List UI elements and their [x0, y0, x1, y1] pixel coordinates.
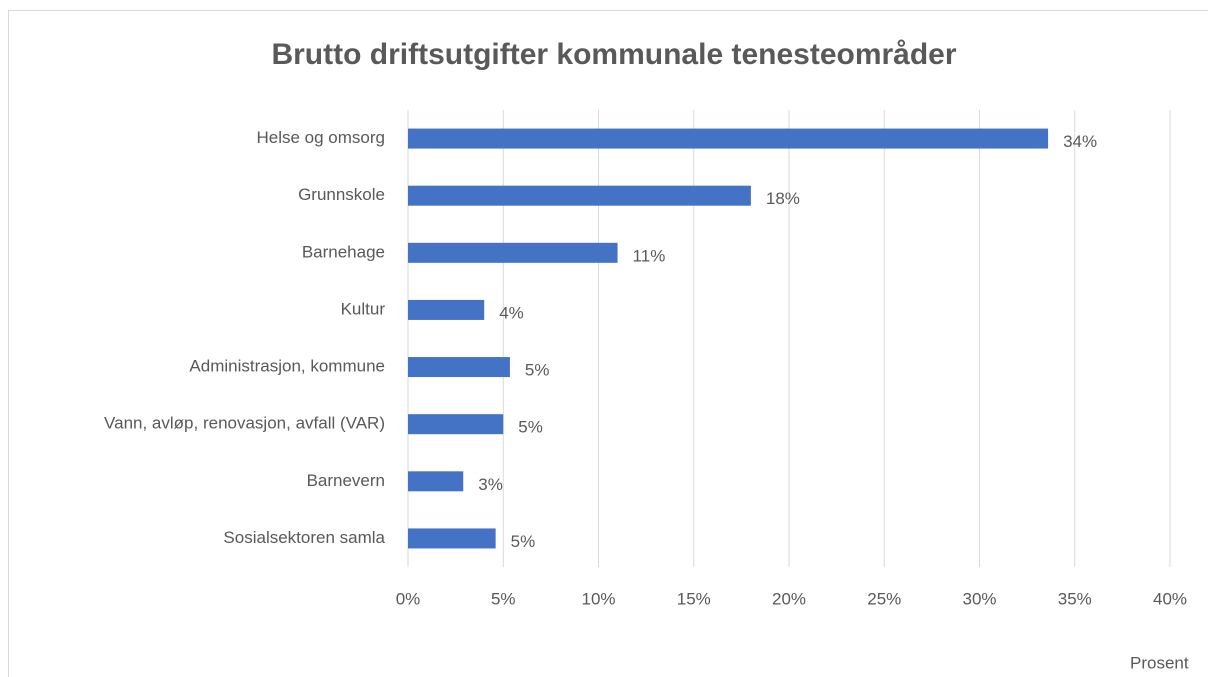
y-tick-label: Administrasjon, kommune	[189, 357, 385, 376]
x-axis-label: Prosent	[1130, 653, 1189, 672]
y-tick-label: Kultur	[341, 299, 386, 318]
y-tick-label: Barnevern	[307, 471, 385, 490]
x-tick-label: 10%	[581, 589, 615, 608]
data-label: 11%	[633, 246, 666, 265]
x-tick-label: 35%	[1058, 589, 1092, 608]
data-label: 4%	[499, 303, 524, 322]
bar	[408, 471, 464, 492]
data-label: 3%	[478, 475, 503, 494]
y-tick-label: Helse og omsorg	[256, 128, 385, 147]
x-tick-label: 20%	[772, 589, 806, 608]
chart-title: Brutto driftsutgifter kommunale tenesteo…	[271, 38, 956, 71]
x-tick-label: 25%	[867, 589, 901, 608]
x-tick-label: 0%	[396, 589, 421, 608]
bar	[408, 242, 618, 263]
data-label: 5%	[518, 418, 543, 437]
data-label: 34%	[1063, 132, 1097, 151]
y-tick-label: Grunnskole	[298, 185, 385, 204]
data-label: 18%	[766, 189, 800, 208]
y-tick-label: Sosialsektoren samla	[223, 528, 385, 547]
x-tick-label: 30%	[962, 589, 996, 608]
bar	[408, 414, 504, 435]
data-label: 5%	[525, 361, 550, 380]
x-tick-label: 5%	[491, 589, 516, 608]
x-tick-label: 15%	[677, 589, 711, 608]
bar	[408, 128, 1049, 149]
x-tick-label: 40%	[1153, 589, 1187, 608]
bar	[408, 357, 510, 378]
y-tick-label: Vann, avløp, renovasjon, avfall (VAR)	[104, 414, 385, 433]
data-label: 5%	[511, 532, 536, 551]
chart-frame	[8, 10, 1208, 677]
bar	[408, 185, 751, 206]
y-tick-label: Barnehage	[302, 242, 385, 261]
bar	[408, 528, 496, 549]
bar	[408, 299, 485, 320]
